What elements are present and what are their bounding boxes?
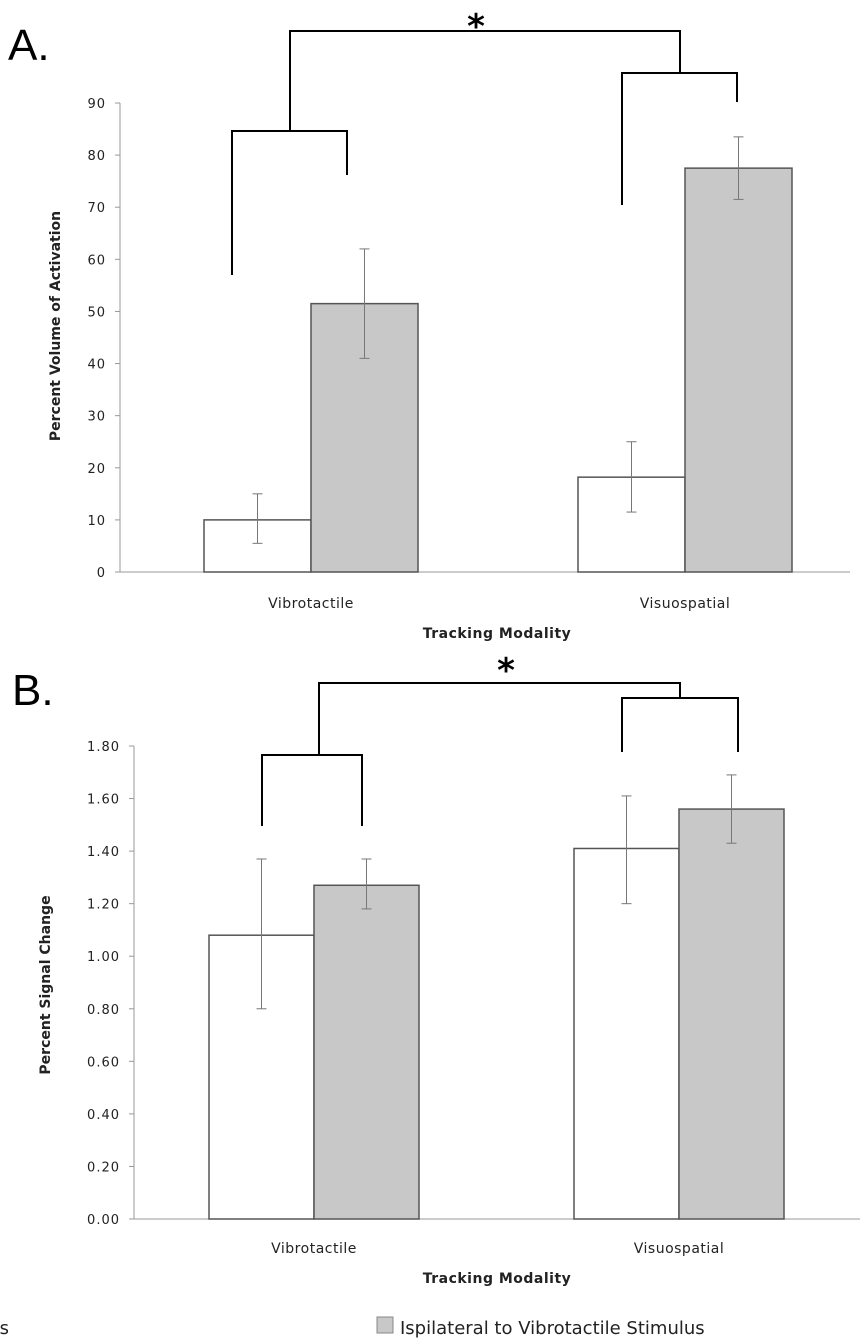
panel-a-y-tick-label: 80 bbox=[87, 149, 106, 164]
legend-label-ipsilateral: Ispilateral to Vibrotactile Stimulus bbox=[400, 1318, 705, 1339]
panel-a-y-tick-label: 90 bbox=[87, 97, 106, 112]
panel-b-y-tick-label: 0.80 bbox=[87, 1003, 120, 1018]
panel-a-category-label: Vibrotactile bbox=[268, 596, 354, 612]
panel-b-y-tick-label: 0.40 bbox=[87, 1108, 120, 1123]
panel-b-label: B. bbox=[12, 666, 54, 715]
panel-a-y-tick-label: 70 bbox=[87, 201, 106, 216]
panel-a-bracket-between bbox=[289, 30, 681, 131]
panel-a-y-tick-label: 10 bbox=[87, 514, 106, 529]
panel-b-y-axis-title: Percent Signal Change bbox=[38, 895, 54, 1074]
panel-a-y-axis-title: Percent Volume of Activation bbox=[48, 211, 64, 441]
panel-b-y-tick-label: 0.60 bbox=[87, 1055, 120, 1070]
panel-a-y-tick-label: 40 bbox=[87, 358, 106, 373]
legend: Contralateral to Vibrotactile Stimulus I… bbox=[0, 1316, 705, 1339]
panel-a-y-tick-label: 30 bbox=[87, 410, 106, 425]
panel-b-bracket-between bbox=[318, 682, 681, 755]
panel-b-chart: B. Percent Signal Change Tracking Modali… bbox=[12, 651, 860, 1287]
panel-b-y-tick-label: 1.40 bbox=[87, 845, 120, 860]
panel-a-significance-brackets: * bbox=[231, 7, 738, 275]
panel-b-y-tick-label: 1.80 bbox=[87, 740, 120, 755]
panel-a-bar-ipsilateral-visuospatial bbox=[684, 167, 793, 573]
panel-a-category-label: Visuospatial bbox=[640, 596, 731, 612]
panel-b-bracket-visuospatial bbox=[621, 697, 739, 752]
panel-a-y-tick-label: 0 bbox=[97, 566, 106, 581]
panel-a-y-tick-label: 20 bbox=[87, 462, 106, 477]
panel-b-x-axis-title: Tracking Modality bbox=[423, 1271, 572, 1287]
panel-b-bar-ipsilateral-visuospatial bbox=[678, 808, 785, 1220]
panel-b-bar-contralateral-visuospatial bbox=[573, 847, 680, 1220]
panel-b-significance-brackets: * bbox=[261, 651, 739, 826]
panel-b-y-tick-label: 1.20 bbox=[87, 898, 120, 913]
legend-swatch-ipsilateral bbox=[376, 1316, 394, 1334]
legend-label-contralateral: Contralateral to Vibrotactile Stimulus bbox=[0, 1318, 9, 1339]
panel-b-bracket-vibrotactile bbox=[261, 754, 363, 826]
panel-a-plot-area: 0 10 20 30 40 50 60 70 80 90 Vibrotactile Visuospat… bbox=[87, 97, 850, 612]
panel-b-category-label: Vibrotactile bbox=[271, 1241, 357, 1257]
panel-b-y-tick-label: 1.60 bbox=[87, 793, 120, 808]
panel-b-category-label: Visuospatial bbox=[634, 1241, 725, 1257]
panel-a-chart: A. Percent Volume of Activation Tracking… bbox=[8, 7, 850, 642]
panel-a-y-tick-label: 50 bbox=[87, 305, 106, 320]
panel-a-bracket-vibrotactile bbox=[231, 130, 348, 275]
panel-b-y-tick-label: 0.20 bbox=[87, 1160, 120, 1175]
panel-a-significance-star: * bbox=[467, 7, 485, 47]
panel-a-x-axis-title: Tracking Modality bbox=[423, 626, 572, 642]
panel-b-plot-area: 0.00 0.20 0.40 0.60 0.80 1.00 1.20 1.40 1.60 1.80… bbox=[87, 740, 860, 1257]
panel-a-y-tick-label: 60 bbox=[87, 253, 106, 268]
panel-b-y-tick-label: 0.00 bbox=[87, 1213, 120, 1228]
panel-b-bar-ipsilateral-vibrotactile bbox=[313, 884, 420, 1220]
panel-a-label: A. bbox=[8, 21, 50, 70]
panel-b-y-tick-label: 1.00 bbox=[87, 950, 120, 965]
panel-b-significance-star: * bbox=[497, 651, 515, 691]
